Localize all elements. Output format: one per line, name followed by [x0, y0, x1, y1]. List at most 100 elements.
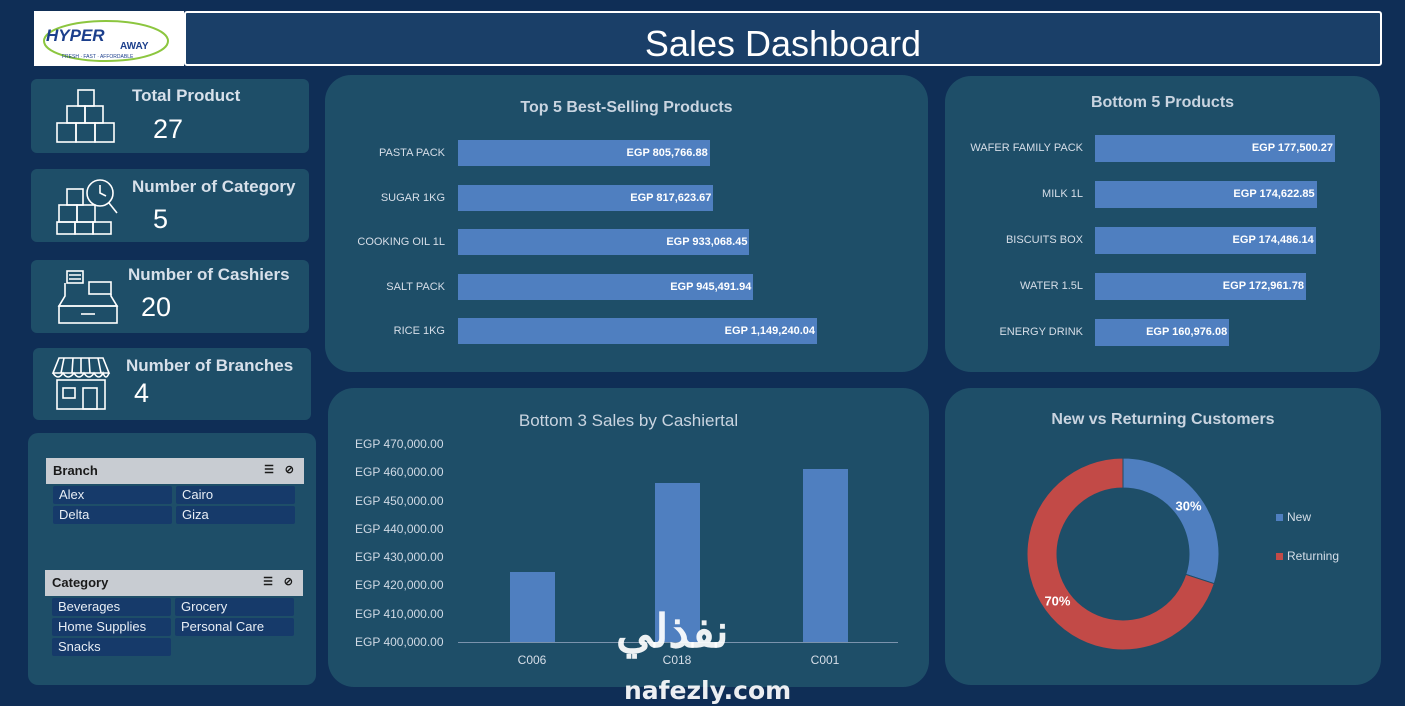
- kpi-label: Total Product: [132, 86, 241, 105]
- bar: [1095, 273, 1306, 300]
- bottom5-chart: Bottom 5 Products WAFER FAMILY PACK EGP 1…: [945, 76, 1380, 372]
- category-label: MILK 1L: [1042, 188, 1083, 200]
- slicer-panel: Branch ☰ ⊘ Alex Cairo Delta Giza Categor…: [28, 433, 316, 685]
- clear-filter-icon[interactable]: ⊘: [283, 576, 293, 588]
- kpi-label: Number of Category: [132, 177, 296, 196]
- y-tick-label: EGP 450,000.00: [355, 493, 444, 508]
- cashier-chart: Bottom 3 Sales by Cashiertal EGP 470,000…: [328, 388, 929, 687]
- legend-swatch: [1276, 514, 1283, 522]
- y-tick-label: EGP 470,000.00: [355, 437, 444, 451]
- bar: [458, 184, 714, 211]
- top5-chart: Top 5 Best-Selling Products PASTA PACK EG…: [325, 75, 928, 372]
- chart-title: Bottom 5 Products: [1090, 94, 1235, 111]
- category-label: WATER 1.5L: [1020, 280, 1083, 292]
- bar: [1095, 135, 1335, 162]
- multi-select-icon[interactable]: ☰: [264, 464, 274, 476]
- donut-data-label: 70%: [1044, 594, 1070, 609]
- data-label: EGP 1,149,240.04: [724, 325, 815, 337]
- kpi-value: 27: [153, 114, 184, 144]
- category-slicer-title: Category: [52, 575, 109, 590]
- category-label: ENERGY DRINK: [999, 326, 1083, 338]
- storefront-icon: [51, 357, 111, 410]
- legend-label: New: [1287, 510, 1312, 524]
- x-axis-line: [458, 642, 898, 643]
- slicer-item-snacks[interactable]: Snacks: [52, 638, 171, 656]
- data-label: EGP 177,500.27: [1251, 142, 1333, 154]
- cash-register-icon: [57, 270, 119, 324]
- x-tick-label: C018: [662, 653, 692, 667]
- x-tick-label: C006: [517, 653, 547, 667]
- bar: [458, 140, 710, 166]
- title-bar: Sales Dashboard: [184, 11, 1382, 66]
- category-label: SALT PACK: [386, 280, 445, 293]
- category-label: RICE 1KG: [393, 325, 445, 337]
- kpi-label: Number of Branches: [126, 356, 294, 375]
- slicer-item-cairo[interactable]: Cairo: [176, 486, 295, 504]
- bar: [1095, 227, 1316, 254]
- kpi-card-number-of-branches: Number of Branches 4: [33, 348, 311, 420]
- donut-slice-returning: [1026, 457, 1215, 651]
- data-label: EGP 817,623.67: [630, 191, 712, 204]
- customers-chart: New vs Returning Customers New Returning…: [945, 388, 1381, 685]
- category-label: PASTA PACK: [378, 147, 445, 159]
- slicer-item-beverages[interactable]: Beverages: [52, 598, 171, 616]
- donut-data-label: 30%: [1176, 498, 1202, 513]
- bar: [458, 273, 754, 300]
- bar: [1095, 319, 1230, 346]
- kpi-label: Number of Cashiers: [128, 265, 290, 284]
- slicer-item-giza[interactable]: Giza: [176, 506, 295, 524]
- kpi-value: 5: [153, 204, 169, 234]
- bar: [510, 571, 555, 642]
- chart-title: Bottom 3 Sales by Cashiertal: [518, 411, 739, 430]
- bar: [1095, 181, 1317, 208]
- data-label: EGP 174,622.85: [1233, 188, 1315, 200]
- kpi-card-total-product: Total Product 27: [31, 79, 309, 153]
- branch-slicer-title: Branch: [53, 463, 98, 478]
- watermark-latin: nafezly.com: [624, 676, 792, 705]
- slicer-item-personal-care[interactable]: Personal Care: [175, 618, 294, 636]
- branch-slicer-header: Branch ☰ ⊘: [46, 458, 304, 484]
- legend-item-returning: Returning: [1276, 549, 1339, 563]
- svg-text:AWAY: AWAY: [120, 41, 149, 52]
- kpi-value: 4: [134, 378, 150, 408]
- category-label: SUGAR 1KG: [380, 191, 445, 204]
- multi-select-icon[interactable]: ☰: [263, 576, 273, 588]
- data-label: EGP 160,976.08: [1146, 326, 1228, 338]
- bar: [803, 469, 848, 642]
- clear-filter-icon[interactable]: ⊘: [284, 464, 294, 476]
- svg-text:FRESH · FAST · AFFORDABLE: FRESH · FAST · AFFORDABLE: [62, 54, 134, 60]
- x-tick-label: C001: [810, 653, 840, 667]
- kpi-card-number-of-cashiers: Number of Cashiers 20: [31, 260, 309, 333]
- data-label: EGP 172,961.78: [1222, 280, 1304, 292]
- y-tick-label: EGP 440,000.00: [355, 521, 444, 536]
- brand-logo: HYPER AWAY FRESH · FAST · AFFORDABLE: [34, 11, 184, 66]
- kpi-card-number-of-category: Number of Category 5: [31, 169, 309, 242]
- watermark-arabic: نفذلي: [616, 605, 729, 657]
- bar: [655, 483, 700, 642]
- legend-swatch: [1276, 553, 1283, 561]
- data-label: EGP 805,766.88: [626, 147, 708, 159]
- slicer-item-home-supplies[interactable]: Home Supplies: [52, 618, 171, 636]
- bar: [458, 229, 750, 255]
- category-label: COOKING OIL 1L: [357, 236, 445, 248]
- y-tick-label: EGP 420,000.00: [355, 578, 444, 593]
- y-tick-label: EGP 410,000.00: [355, 606, 444, 621]
- slicer-item-alex[interactable]: Alex: [53, 486, 172, 504]
- svg-text:HYPER: HYPER: [46, 26, 105, 45]
- category-label: BISCUITS BOX: [1005, 234, 1083, 246]
- data-label: EGP 174,486.14: [1232, 234, 1314, 246]
- data-label: EGP 945,491.94: [670, 280, 752, 293]
- boxes-icon: [56, 89, 115, 143]
- y-tick-label: EGP 460,000.00: [355, 465, 444, 480]
- kpi-value: 20: [141, 292, 172, 322]
- slicer-item-grocery[interactable]: Grocery: [175, 598, 294, 616]
- legend-item-new: New: [1276, 510, 1311, 524]
- data-label: EGP 933,068.45: [666, 236, 748, 248]
- donut-slice-new: [1122, 457, 1220, 585]
- donut-svg: 30% 70%: [1026, 457, 1220, 651]
- slicer-item-delta[interactable]: Delta: [53, 506, 172, 524]
- bar: [458, 318, 817, 344]
- boxes-clock-search-icon: [56, 179, 118, 235]
- y-tick-label: EGP 430,000.00: [355, 550, 444, 565]
- category-slicer-header: Category ☰ ⊘: [45, 570, 303, 596]
